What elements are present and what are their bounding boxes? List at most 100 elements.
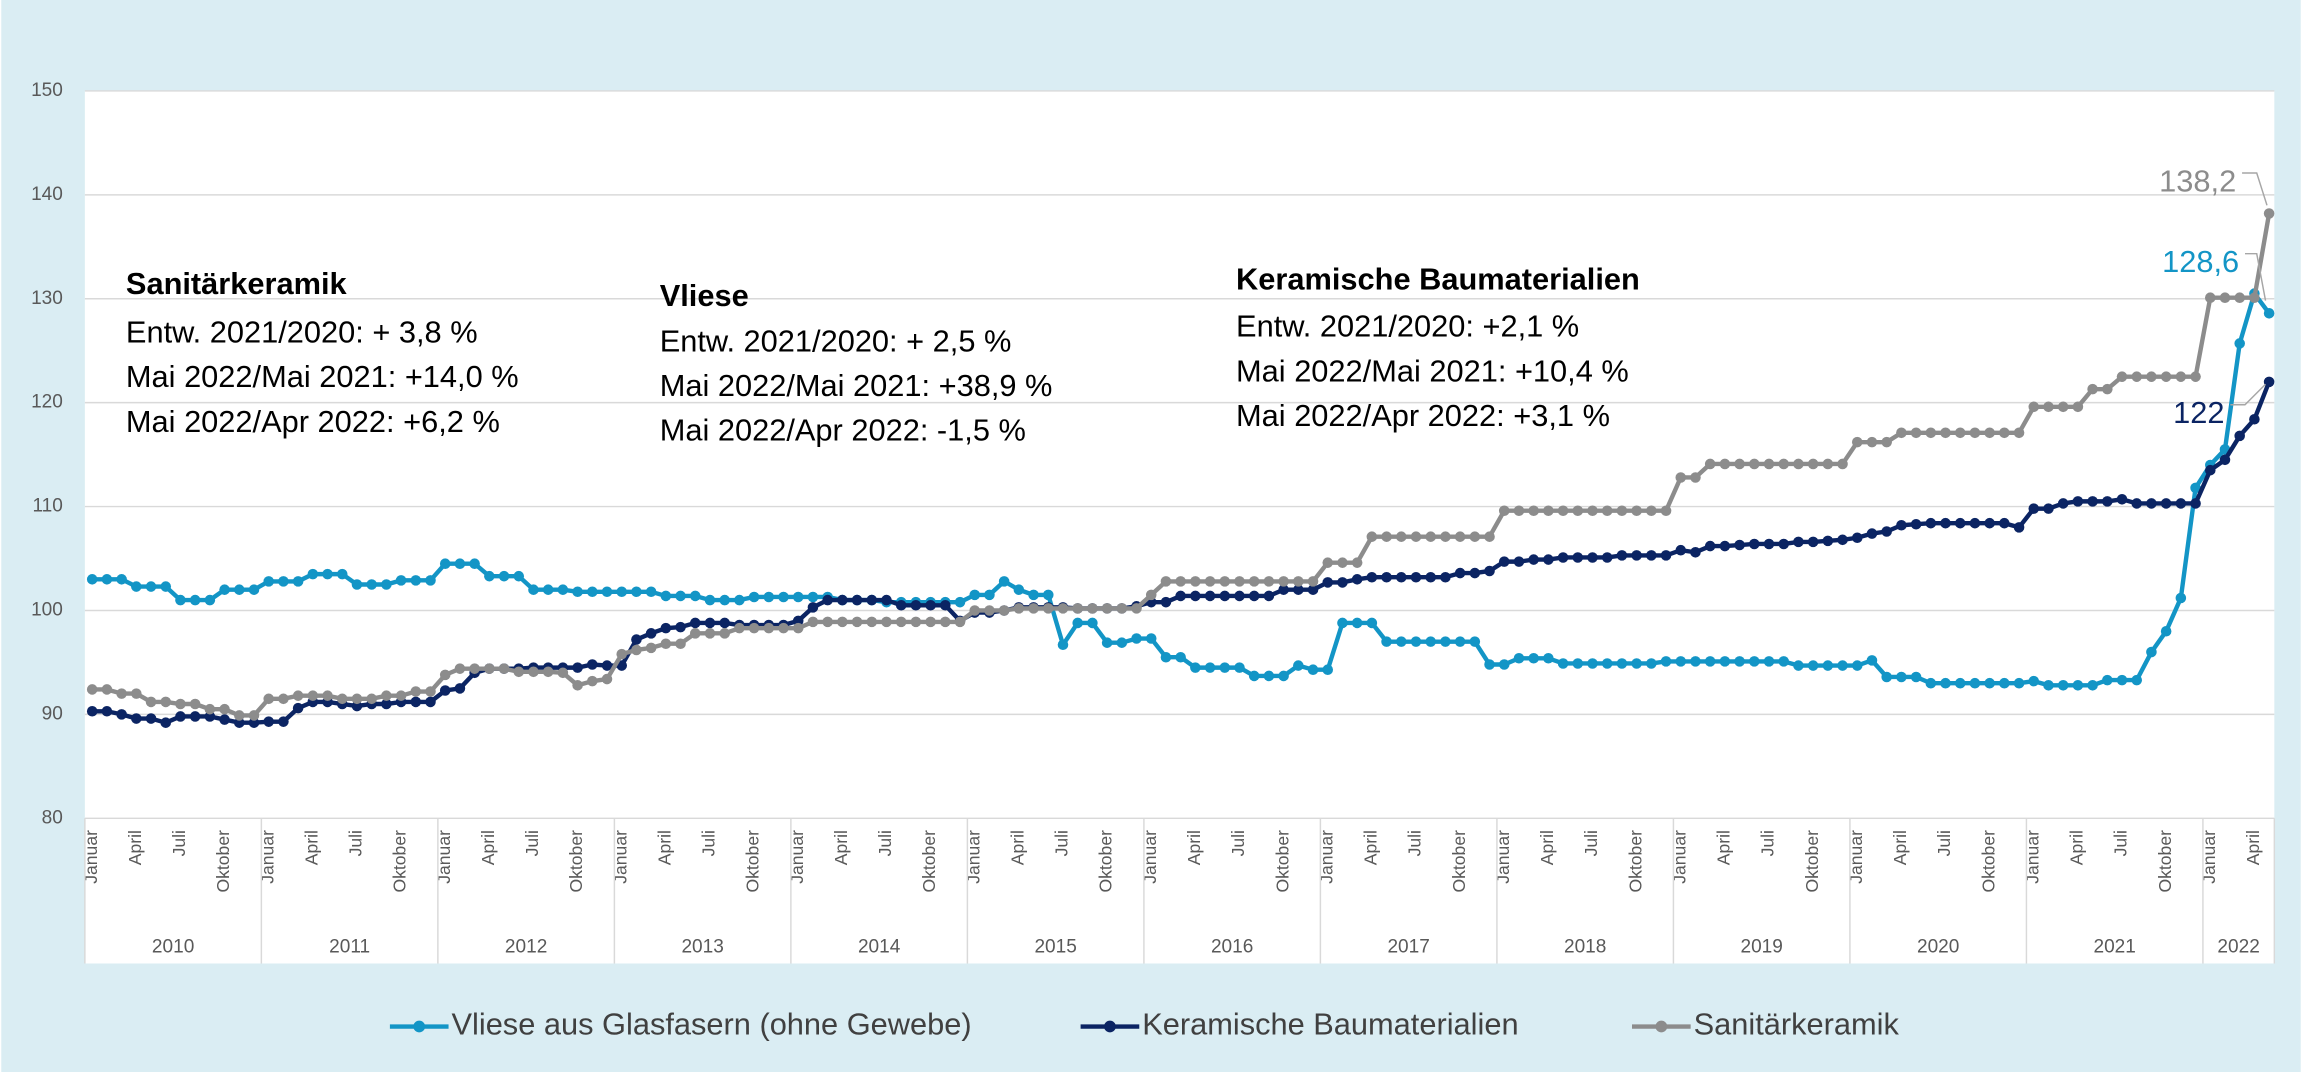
data-point [1940, 677, 1951, 689]
data-point [1675, 656, 1687, 667]
data-point [1719, 458, 1731, 470]
x-tick-label: Juli [1405, 830, 1425, 856]
data-point [1954, 677, 1966, 689]
data-point [2116, 371, 2128, 382]
data-point [1322, 664, 1334, 675]
data-point [2190, 498, 2201, 509]
legend-marker [413, 1020, 426, 1033]
x-tick-label: Oktober [213, 830, 233, 893]
data-point [1498, 659, 1510, 670]
x-tick-label: Januar [2199, 830, 2219, 884]
data-point [1145, 633, 1157, 644]
data-point [1881, 436, 1892, 448]
data-point [1837, 458, 1848, 470]
data-point [160, 696, 172, 708]
data-point [1675, 472, 1687, 483]
data-point [1498, 556, 1510, 567]
data-point [1528, 554, 1539, 565]
data-point [807, 616, 819, 628]
annotation-line: Mai 2022/Apr 2022: -1,5 % [660, 413, 1026, 448]
data-point [2028, 401, 2040, 413]
data-point [1028, 603, 1039, 614]
data-point [1190, 662, 1201, 673]
data-point [984, 589, 995, 601]
data-point [101, 574, 113, 585]
year-label: 2019 [1740, 936, 1782, 957]
y-tick-label: 110 [32, 496, 62, 517]
data-point [469, 558, 480, 569]
data-point [454, 663, 466, 674]
data-point [557, 667, 569, 679]
data-point [1351, 574, 1363, 585]
data-point [1410, 571, 1422, 583]
plot-area [84, 90, 2275, 819]
data-point [1763, 538, 1775, 550]
data-point [322, 690, 333, 701]
data-point [748, 591, 760, 603]
x-tick-label: Oktober [1625, 830, 1645, 893]
data-point [1646, 658, 1657, 669]
x-tick-label: Januar [787, 830, 807, 884]
data-point [528, 584, 539, 595]
y-tick-label: 140 [31, 184, 63, 205]
data-point [1263, 590, 1275, 602]
x-tick-label: April [1184, 830, 1204, 865]
data-point [645, 628, 657, 639]
data-point [469, 663, 480, 674]
x-tick-label: Oktober [1802, 830, 1822, 893]
data-point [1145, 589, 1157, 601]
data-point [1263, 670, 1275, 682]
data-point [1749, 538, 1760, 550]
data-point [1646, 550, 1657, 561]
data-point [1660, 550, 1672, 561]
data-point [2249, 292, 2260, 303]
data-point [851, 616, 863, 628]
data-point [395, 690, 407, 701]
data-point [2146, 371, 2157, 382]
x-tick-label: April [1007, 830, 1027, 865]
data-point [601, 673, 613, 685]
data-point [2146, 498, 2157, 509]
data-point [2057, 498, 2069, 509]
year-label: 2011 [329, 936, 370, 957]
data-point [1763, 458, 1775, 470]
data-point [704, 628, 716, 639]
annotation-title: Keramische Baumaterialien [1236, 262, 1640, 297]
data-point [616, 648, 627, 660]
data-point [145, 713, 157, 724]
data-point [2087, 383, 2098, 395]
data-point [2043, 680, 2054, 691]
data-point [1381, 636, 1392, 647]
data-point [1293, 576, 1304, 587]
data-point [660, 590, 672, 602]
data-point [1528, 505, 1539, 517]
data-point [1160, 576, 1172, 587]
x-tick-label: Oktober [1449, 830, 1469, 893]
data-point [278, 576, 289, 587]
x-tick-label: Oktober [1272, 830, 1292, 893]
data-point [1234, 590, 1245, 602]
legend-marker [1655, 1020, 1668, 1033]
data-point [234, 710, 245, 721]
data-point [1396, 531, 1407, 542]
data-point [631, 586, 642, 598]
annotation-line: Mai 2022/Mai 2021: +38,9 % [660, 368, 1053, 403]
x-tick-label: Juli [1758, 830, 1778, 856]
x-tick-label: Januar [963, 830, 983, 884]
data-point [498, 570, 510, 582]
data-point [1543, 652, 1554, 664]
annotation-line: Entw. 2021/2020: + 3,8 % [126, 314, 478, 349]
data-point [2160, 371, 2172, 382]
data-point [1763, 656, 1775, 667]
data-point [219, 703, 230, 715]
data-point [748, 622, 760, 634]
data-point [1675, 544, 1687, 556]
data-point [336, 568, 348, 580]
data-point [910, 616, 922, 628]
data-point [1587, 505, 1598, 517]
x-tick-label: Juli [346, 830, 366, 856]
data-point [1866, 655, 1878, 666]
data-point [498, 663, 510, 674]
data-label: 128,6 [2162, 244, 2239, 279]
data-point [645, 586, 657, 598]
